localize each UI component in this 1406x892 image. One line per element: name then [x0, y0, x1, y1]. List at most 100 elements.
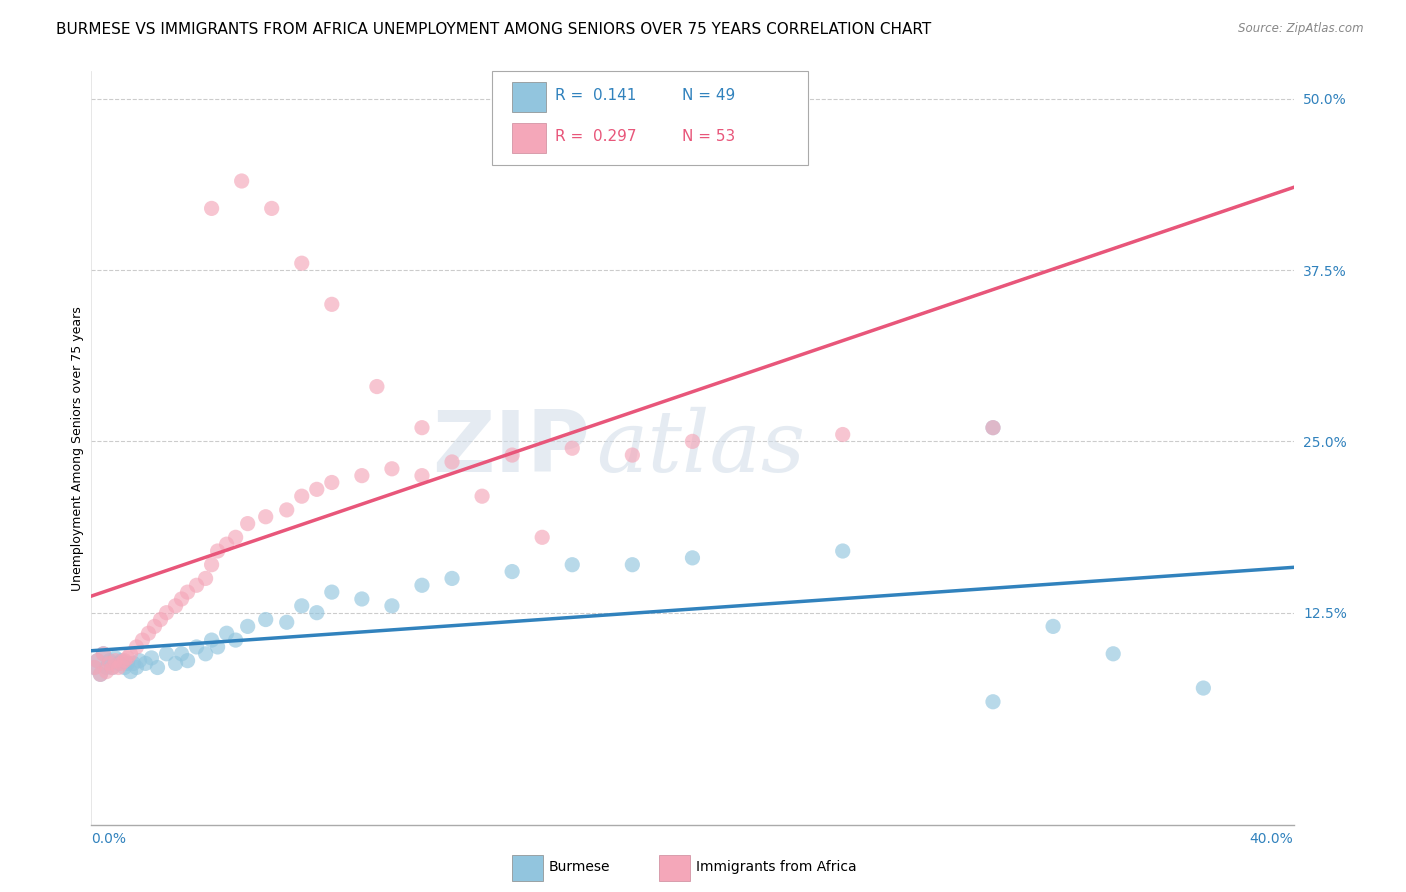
- Point: [146, 660, 169, 674]
- Point: [131, 633, 153, 648]
- Text: Burmese: Burmese: [548, 860, 610, 874]
- Point: [98, 657, 121, 671]
- Text: 40.0%: 40.0%: [1250, 832, 1294, 846]
- Point: [104, 651, 127, 665]
- Point: [194, 571, 217, 585]
- Point: [981, 420, 1004, 434]
- Point: [176, 654, 198, 668]
- Point: [149, 613, 172, 627]
- Point: [411, 578, 433, 592]
- Point: [381, 599, 404, 613]
- Text: R =  0.297: R = 0.297: [555, 129, 637, 144]
- Point: [411, 420, 433, 434]
- Y-axis label: Unemployment Among Seniors over 75 years: Unemployment Among Seniors over 75 years: [72, 306, 84, 591]
- Point: [440, 455, 463, 469]
- Text: N = 53: N = 53: [682, 129, 735, 144]
- Point: [155, 606, 177, 620]
- Point: [128, 654, 150, 668]
- Point: [531, 530, 554, 544]
- Point: [101, 660, 124, 674]
- Point: [1192, 681, 1215, 695]
- Point: [110, 654, 132, 668]
- Point: [254, 613, 277, 627]
- Point: [125, 660, 148, 674]
- Point: [89, 667, 111, 681]
- Point: [681, 434, 703, 449]
- Point: [170, 592, 193, 607]
- Point: [291, 599, 314, 613]
- Point: [170, 647, 193, 661]
- Point: [155, 647, 177, 661]
- Point: [107, 660, 129, 674]
- Point: [138, 626, 160, 640]
- Point: [86, 654, 108, 668]
- Point: [621, 448, 644, 462]
- Point: [201, 202, 224, 216]
- Point: [681, 550, 703, 565]
- Text: atlas: atlas: [596, 407, 806, 490]
- Point: [321, 475, 343, 490]
- Point: [1102, 647, 1125, 661]
- Point: [350, 468, 373, 483]
- Point: [440, 571, 463, 585]
- Point: [141, 651, 163, 665]
- Point: [471, 489, 494, 503]
- Point: [122, 657, 145, 671]
- Point: [110, 657, 132, 671]
- Point: [350, 592, 373, 607]
- Point: [120, 647, 142, 661]
- Text: N = 49: N = 49: [682, 88, 735, 103]
- Point: [96, 665, 118, 679]
- Point: [207, 640, 229, 654]
- Point: [501, 565, 523, 579]
- Point: [321, 585, 343, 599]
- Point: [276, 615, 298, 630]
- Point: [366, 379, 388, 393]
- Point: [215, 626, 238, 640]
- Point: [125, 640, 148, 654]
- Point: [176, 585, 198, 599]
- Point: [101, 660, 124, 674]
- Text: ZIP: ZIP: [433, 407, 591, 490]
- Point: [236, 516, 259, 531]
- Point: [86, 654, 108, 668]
- Point: [165, 657, 187, 671]
- Point: [215, 537, 238, 551]
- Point: [831, 427, 853, 442]
- Point: [165, 599, 187, 613]
- Point: [561, 442, 583, 455]
- Point: [201, 633, 224, 648]
- Point: [83, 660, 105, 674]
- Point: [981, 420, 1004, 434]
- Text: 0.0%: 0.0%: [91, 832, 127, 846]
- Point: [134, 657, 156, 671]
- Point: [831, 544, 853, 558]
- Text: Immigrants from Africa: Immigrants from Africa: [696, 860, 856, 874]
- Point: [254, 509, 277, 524]
- Point: [276, 503, 298, 517]
- Point: [501, 448, 523, 462]
- Point: [117, 651, 139, 665]
- Point: [98, 654, 121, 668]
- Point: [381, 462, 404, 476]
- Point: [225, 530, 247, 544]
- Point: [411, 468, 433, 483]
- Point: [1042, 619, 1064, 633]
- Point: [194, 647, 217, 661]
- Point: [291, 489, 314, 503]
- Point: [236, 619, 259, 633]
- Point: [305, 483, 328, 497]
- Text: R =  0.141: R = 0.141: [555, 88, 637, 103]
- Point: [305, 606, 328, 620]
- Point: [186, 578, 208, 592]
- Point: [120, 665, 142, 679]
- Point: [83, 660, 105, 674]
- Point: [225, 633, 247, 648]
- Point: [89, 667, 111, 681]
- Point: [201, 558, 224, 572]
- Point: [621, 558, 644, 572]
- Text: BURMESE VS IMMIGRANTS FROM AFRICA UNEMPLOYMENT AMONG SENIORS OVER 75 YEARS CORRE: BURMESE VS IMMIGRANTS FROM AFRICA UNEMPL…: [56, 22, 932, 37]
- Point: [321, 297, 343, 311]
- Point: [114, 660, 136, 674]
- Point: [260, 202, 283, 216]
